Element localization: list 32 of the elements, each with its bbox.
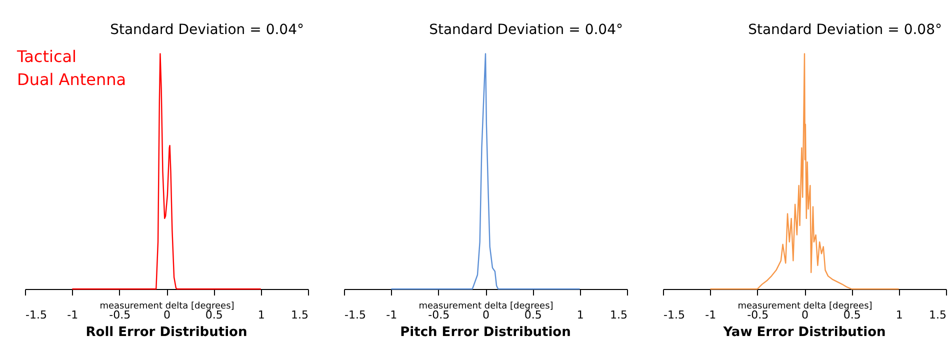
x-tick-label: 1.5 xyxy=(291,308,308,322)
x-tick-label: 1.5 xyxy=(929,308,946,322)
x-tick-label: -1 xyxy=(67,308,78,322)
text: Roll Error Distribution xyxy=(86,325,248,337)
x-tick-label: -1.5 xyxy=(26,308,47,322)
x-axis-title: measurement delta [degrees] xyxy=(738,302,872,312)
text: Pitch Error Distribution xyxy=(400,325,571,337)
text: Standard Deviation = 0.04° xyxy=(429,22,623,38)
x-axis-title: measurement delta [degrees] xyxy=(100,302,234,312)
x-tick-label: -1.5 xyxy=(664,308,685,322)
x-tick-label: 1 xyxy=(258,308,265,322)
x-tick-label: 0.5 xyxy=(524,308,542,322)
annotation: Dual Antenna xyxy=(17,70,126,89)
x-tick-label: -0.5 xyxy=(109,308,131,322)
text: Standard Deviation = 0.04° xyxy=(110,22,304,38)
x-tick-label: -0.5 xyxy=(747,308,769,322)
x-tick-label: 0 xyxy=(802,308,808,322)
x-tick-label: -1 xyxy=(705,308,716,322)
x-tick-label: 1 xyxy=(896,308,903,322)
x-tick-label: 0.5 xyxy=(205,308,223,322)
x-tick-label: -0.5 xyxy=(428,308,450,322)
x-tick-label: 1.5 xyxy=(610,308,628,322)
text: Standard Deviation = 0.08° xyxy=(748,22,942,38)
x-tick-label: 0.5 xyxy=(843,308,861,322)
x-tick-label: 0 xyxy=(482,308,490,322)
x-tick-label: 1 xyxy=(576,308,584,322)
annotation: Tactical xyxy=(16,47,76,66)
text: Yaw Error Distribution xyxy=(722,325,886,337)
x-axis-title: measurement delta [degrees] xyxy=(418,302,554,312)
x-tick-label: -1 xyxy=(386,308,398,322)
x-tick-label: -1.5 xyxy=(344,308,366,322)
x-tick-label: 0 xyxy=(164,308,170,322)
